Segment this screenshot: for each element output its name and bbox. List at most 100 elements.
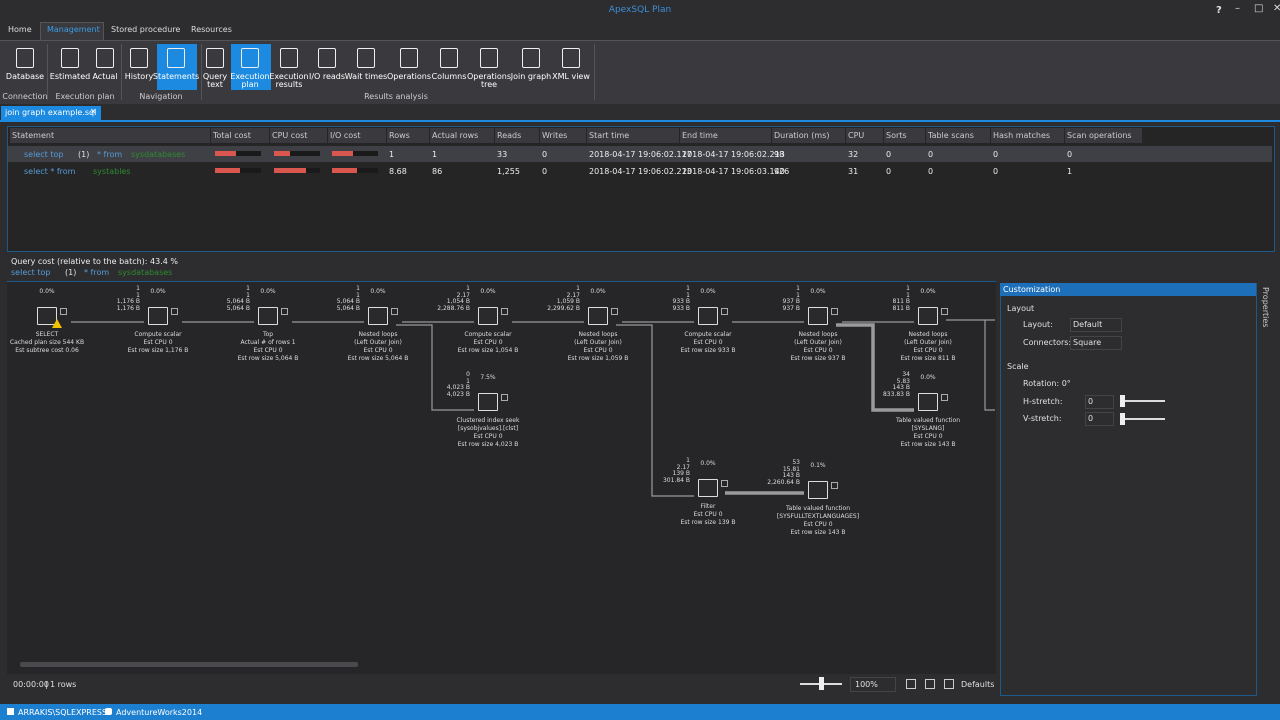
table-cell[interactable]: 98	[774, 150, 785, 159]
defaults-button[interactable]: Defaults	[961, 680, 995, 689]
column-header[interactable]: Start time	[589, 131, 630, 140]
table-cell[interactable]: 2018-04-17 19:06:02.213	[589, 167, 692, 176]
column-header[interactable]: CPU cost	[272, 131, 308, 140]
table-cell[interactable]: 33	[497, 150, 508, 159]
h-scrollbar[interactable]	[20, 662, 358, 667]
ribbon-button-label[interactable]: Operations	[467, 72, 511, 81]
table-cell[interactable]: 0	[542, 150, 548, 159]
window-button[interactable]: ✕	[1273, 3, 1280, 14]
plan-node-icon[interactable]	[918, 393, 938, 411]
node-toggle[interactable]	[941, 308, 948, 315]
table-cell[interactable]: 0	[542, 167, 548, 176]
menu-tab[interactable]: Home	[8, 25, 32, 34]
dropdown[interactable]	[1070, 336, 1122, 350]
statement-token[interactable]: select * from	[24, 167, 76, 176]
spinner-value[interactable]: 0	[1088, 397, 1094, 406]
table-cell[interactable]: 31	[848, 167, 859, 176]
table-cell[interactable]: 32	[848, 150, 859, 159]
column-header[interactable]: Sorts	[886, 131, 907, 140]
table-cell[interactable]: 0	[886, 150, 892, 159]
ribbon-button-label[interactable]: Join graph	[510, 72, 552, 81]
plan-node-icon[interactable]	[588, 307, 608, 325]
doc-tab-bg[interactable]	[1, 106, 101, 120]
spinner-value[interactable]: 0	[1088, 414, 1094, 423]
menu-tab[interactable]: Resources	[191, 25, 232, 34]
ribbon-icon[interactable]	[241, 48, 259, 68]
table-cell[interactable]: 1,255	[497, 167, 520, 176]
document-tab[interactable]: join graph example.sql	[5, 108, 97, 117]
slider-track[interactable]	[1120, 418, 1165, 420]
ribbon-button-label[interactable]: tree	[480, 80, 498, 89]
table-cell[interactable]: 0	[993, 150, 999, 159]
ribbon-button-label[interactable]: Statements	[152, 72, 200, 81]
plan-node-icon[interactable]	[698, 479, 718, 497]
ribbon-button-label[interactable]: Operations	[387, 72, 431, 81]
column-header[interactable]: Duration (ms)	[774, 131, 830, 140]
ribbon-icon[interactable]	[167, 48, 185, 68]
ribbon-icon[interactable]	[400, 48, 418, 68]
slider-thumb[interactable]	[1120, 413, 1125, 425]
table-cell[interactable]: 2018-04-17 19:06:02.117	[589, 150, 692, 159]
column-header[interactable]: Statement	[12, 131, 55, 140]
column-header[interactable]: Table scans	[928, 131, 974, 140]
row-highlight[interactable]	[8, 146, 1272, 162]
table-cell[interactable]: 926	[774, 167, 790, 176]
ribbon-icon[interactable]	[357, 48, 375, 68]
ribbon-button-label[interactable]: Estimated	[49, 72, 91, 81]
statement-token[interactable]: * from	[97, 150, 123, 159]
table-cell[interactable]: 0	[993, 167, 999, 176]
table-cell[interactable]: 86	[432, 167, 443, 176]
zoom-thumb[interactable]	[819, 677, 824, 690]
node-toggle[interactable]	[721, 308, 728, 315]
slider-thumb[interactable]	[1120, 395, 1125, 407]
table-cell[interactable]: 2018-04-17 19:06:02.213	[682, 150, 785, 159]
footer-icon[interactable]	[906, 679, 916, 689]
column-header[interactable]: Scan operations	[1067, 131, 1132, 140]
ribbon-button-label[interactable]: results	[275, 80, 303, 89]
plan-node-icon[interactable]	[258, 307, 278, 325]
window-button[interactable]: –	[1235, 3, 1240, 14]
ribbon-button-label[interactable]: Wait times	[344, 72, 388, 81]
ribbon-button-label[interactable]: text	[207, 80, 223, 89]
plan-node-icon[interactable]	[148, 307, 168, 325]
column-header[interactable]: End time	[682, 131, 718, 140]
table-cell[interactable]: 0	[928, 167, 934, 176]
ribbon-icon[interactable]	[280, 48, 298, 68]
table-cell[interactable]: 1	[389, 150, 395, 159]
table-cell[interactable]: 0	[928, 150, 934, 159]
ribbon-button-label[interactable]: History	[124, 72, 154, 81]
node-toggle[interactable]	[391, 308, 398, 315]
table-cell[interactable]: 0	[886, 167, 892, 176]
column-header[interactable]: Reads	[497, 131, 522, 140]
node-toggle[interactable]	[721, 480, 728, 487]
ribbon-icon[interactable]	[96, 48, 114, 68]
table-cell[interactable]: 1	[432, 150, 438, 159]
ribbon-icon[interactable]	[562, 48, 580, 68]
ribbon-icon[interactable]	[16, 48, 34, 68]
column-header[interactable]: Actual rows	[432, 131, 479, 140]
statement-token[interactable]: select top	[24, 150, 64, 159]
ribbon-icon[interactable]	[130, 48, 148, 68]
table-cell[interactable]: 0	[1067, 150, 1073, 159]
ribbon-button-label[interactable]: Execution	[269, 72, 309, 81]
menu-tab[interactable]: Stored procedure	[111, 25, 181, 34]
ribbon-button-label[interactable]: Query	[202, 72, 228, 81]
statement-token[interactable]: systables	[93, 167, 131, 176]
menu-tab[interactable]: Management	[47, 25, 100, 34]
node-toggle[interactable]	[501, 308, 508, 315]
column-header[interactable]: CPU	[848, 131, 865, 140]
column-header[interactable]: Rows	[389, 131, 410, 140]
node-toggle[interactable]	[831, 482, 838, 489]
ribbon-button-label[interactable]: Columns	[431, 72, 467, 81]
node-toggle[interactable]	[171, 308, 178, 315]
ribbon-icon[interactable]	[480, 48, 498, 68]
ribbon-button-label[interactable]: I/O reads	[308, 72, 346, 81]
ribbon-icon[interactable]	[522, 48, 540, 68]
ribbon-button-label[interactable]: Execution	[230, 72, 270, 81]
ribbon-button-label[interactable]: Database	[5, 72, 45, 81]
statement-token[interactable]: sysdatabases	[131, 150, 186, 159]
dropdown[interactable]	[1070, 318, 1122, 332]
window-button[interactable]: □	[1254, 3, 1264, 14]
doc-close[interactable]: ✕	[90, 107, 97, 116]
spinner[interactable]	[1085, 412, 1114, 426]
